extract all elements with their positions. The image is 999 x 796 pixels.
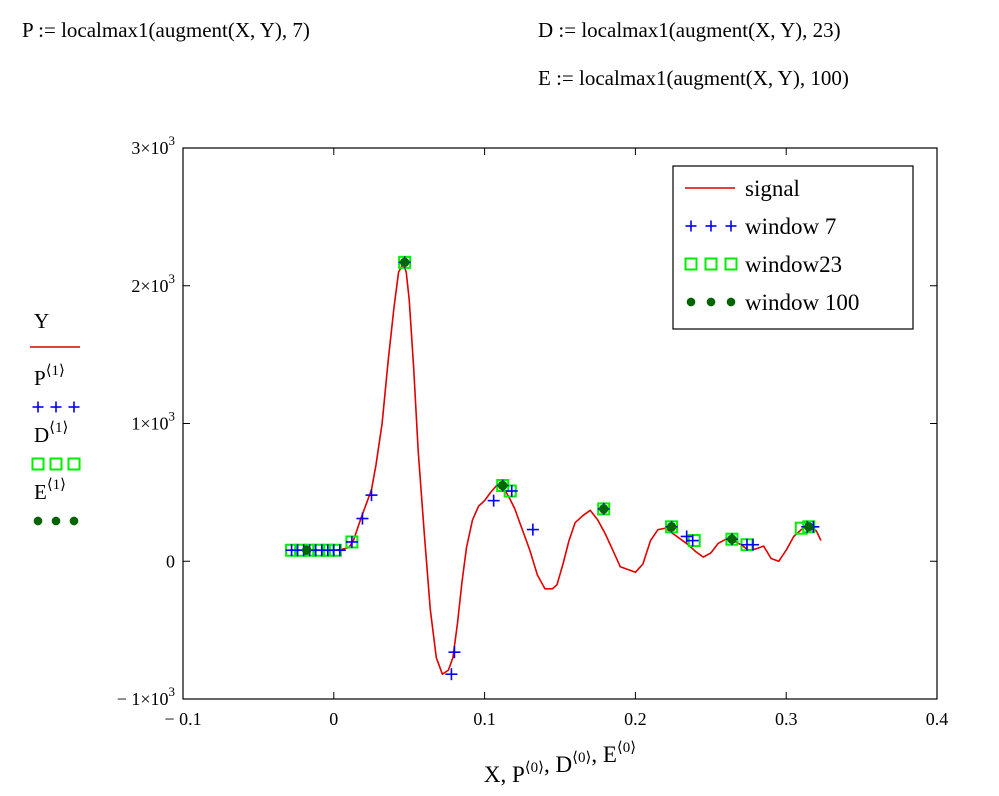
marker-plus xyxy=(365,489,378,502)
formula-p: P := localmax1(augment(X, Y), 7) xyxy=(22,18,310,42)
legend: signal window 7 window23 window 100 xyxy=(672,165,914,330)
marker-plus xyxy=(680,530,693,543)
trace-marker-dot xyxy=(69,516,79,526)
x-axis-label: X, P⟨0⟩, D⟨0⟩, E⟨0⟩ xyxy=(484,740,636,787)
trace-name: D⟨1⟩ xyxy=(34,420,68,447)
x-tick-label: 0.4 xyxy=(926,709,949,729)
x-tick-label: 0.2 xyxy=(624,709,647,729)
x-tick-label: 0.3 xyxy=(775,709,798,729)
formula-d: D := localmax1(augment(X, Y), 23) xyxy=(538,18,841,42)
marker-dot xyxy=(804,522,814,532)
trace-name: P⟨1⟩ xyxy=(34,363,65,390)
legend-marker-dot xyxy=(686,297,696,307)
trace-name: E⟨1⟩ xyxy=(34,477,66,504)
legend-label: window 7 xyxy=(745,214,836,239)
x-tick-label: 0 xyxy=(329,709,338,729)
legend-marker-square xyxy=(704,257,718,271)
trace-list: Y P⟨1⟩ D⟨1⟩ E⟨1⟩ xyxy=(30,309,81,526)
legend-marker-plus xyxy=(725,220,737,232)
trace-marker-dot xyxy=(33,516,43,526)
marker-dot xyxy=(301,545,312,555)
legend-marker-plus xyxy=(685,220,697,232)
marker-plus xyxy=(345,535,358,548)
legend-marker-plus xyxy=(705,220,717,232)
legend-label: signal xyxy=(745,176,800,201)
x-tick-label: − 0.1 xyxy=(164,709,201,729)
y-tick-label: − 1×103 xyxy=(117,684,175,709)
trace-name: Y xyxy=(34,309,49,333)
marker-dot xyxy=(498,480,508,491)
marker-plus xyxy=(526,523,539,536)
trace-marker-plus xyxy=(32,401,44,413)
marker-dot xyxy=(727,534,737,544)
marker-dot xyxy=(399,257,410,268)
trace-marker-square xyxy=(31,457,45,471)
trace-marker-square xyxy=(67,457,81,471)
marker-plus xyxy=(747,538,760,551)
legend-label: window23 xyxy=(745,252,842,277)
legend-marker-dot xyxy=(706,297,716,307)
formula-e: E := localmax1(augment(X, Y), 100) xyxy=(538,66,849,90)
marker-plus xyxy=(448,646,461,659)
marker-plus xyxy=(445,668,458,681)
y-tick-label: 0 xyxy=(166,551,175,571)
marker-series xyxy=(285,255,820,681)
marker-plus xyxy=(686,534,699,547)
x-tick-label: 0.1 xyxy=(473,709,496,729)
legend-marker-square xyxy=(684,257,698,271)
marker-plus xyxy=(487,494,500,507)
axis-ticks: − 0.1 0 0.1 0.2 0.3 0.4 − 1×103 0 1×103 2×103 3×10… xyxy=(117,133,949,729)
legend-marker-dot xyxy=(726,297,736,307)
marker-plus xyxy=(333,544,346,557)
y-tick-label: 2×103 xyxy=(131,271,175,296)
trace-marker-plus xyxy=(50,401,62,413)
marker-plus xyxy=(356,512,369,525)
marker-dot xyxy=(599,504,609,514)
marker-dot xyxy=(666,522,677,532)
legend-marker-square xyxy=(724,257,738,271)
trace-marker-plus xyxy=(68,401,80,413)
trace-marker-dot xyxy=(51,516,61,526)
marker-plus xyxy=(505,484,518,497)
x-axis-label-text: X, P⟨0⟩, D⟨0⟩, E⟨0⟩ xyxy=(484,740,636,787)
y-tick-label: 3×103 xyxy=(131,133,175,158)
y-tick-label: 1×103 xyxy=(131,409,175,434)
trace-marker-square xyxy=(49,457,63,471)
legend-label: window 100 xyxy=(745,290,859,315)
